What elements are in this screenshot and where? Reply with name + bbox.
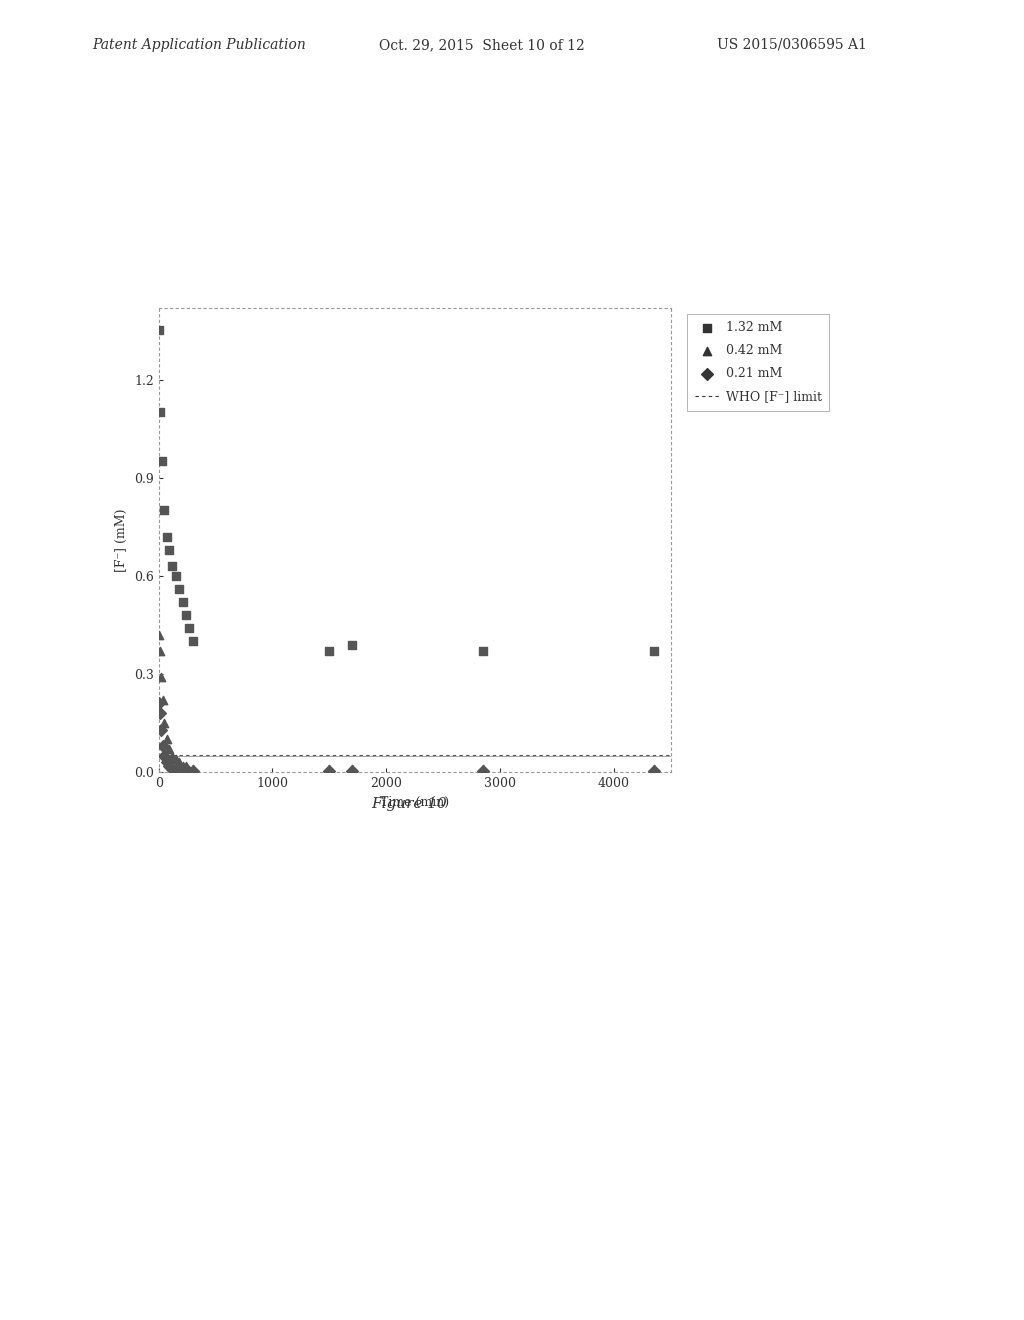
- Text: Oct. 29, 2015  Sheet 10 of 12: Oct. 29, 2015 Sheet 10 of 12: [379, 38, 585, 51]
- Point: [645, 640, 662, 661]
- Point: [645, 760, 662, 781]
- Point: [344, 759, 360, 780]
- Point: [164, 556, 180, 577]
- Point: [181, 618, 198, 639]
- Text: Patent Application Publication: Patent Application Publication: [92, 38, 306, 51]
- Point: [168, 565, 184, 586]
- Point: [322, 759, 338, 780]
- Point: [171, 759, 187, 780]
- Point: [178, 755, 195, 776]
- Point: [157, 746, 173, 767]
- Point: [184, 631, 201, 652]
- Point: [184, 760, 201, 781]
- Point: [344, 760, 360, 781]
- Point: [155, 689, 171, 710]
- Point: [645, 759, 662, 780]
- Y-axis label: [F⁻] (mM): [F⁻] (mM): [116, 508, 128, 572]
- Point: [475, 640, 492, 661]
- Point: [152, 319, 168, 341]
- Point: [168, 759, 184, 780]
- Point: [159, 729, 175, 750]
- Point: [171, 752, 187, 774]
- Point: [157, 713, 173, 734]
- Point: [161, 739, 177, 760]
- Point: [168, 748, 184, 770]
- Point: [475, 760, 492, 781]
- Text: US 2015/0306595 A1: US 2015/0306595 A1: [717, 38, 866, 51]
- Point: [153, 719, 169, 741]
- Point: [152, 702, 168, 723]
- Point: [174, 755, 190, 776]
- Point: [153, 667, 169, 688]
- Point: [475, 759, 492, 780]
- Point: [164, 746, 180, 767]
- Point: [153, 401, 169, 422]
- Point: [159, 527, 175, 548]
- Point: [184, 759, 201, 780]
- Point: [157, 500, 173, 521]
- Point: [161, 755, 177, 776]
- Point: [174, 591, 190, 612]
- Point: [152, 693, 168, 714]
- Point: [154, 451, 170, 473]
- Point: [322, 640, 338, 661]
- Text: Figure 10: Figure 10: [372, 797, 447, 810]
- Point: [152, 624, 168, 645]
- X-axis label: Time (min): Time (min): [380, 796, 450, 809]
- Point: [164, 759, 180, 780]
- Point: [159, 752, 175, 774]
- Legend: 1.32 mM, 0.42 mM, 0.21 mM, WHO [F⁻] limit: 1.32 mM, 0.42 mM, 0.21 mM, WHO [F⁻] limi…: [687, 314, 829, 411]
- Point: [178, 605, 195, 626]
- Point: [152, 640, 168, 661]
- Point: [322, 760, 338, 781]
- Point: [178, 759, 195, 780]
- Point: [344, 634, 360, 655]
- Point: [171, 578, 187, 599]
- Point: [155, 735, 171, 756]
- Point: [161, 539, 177, 560]
